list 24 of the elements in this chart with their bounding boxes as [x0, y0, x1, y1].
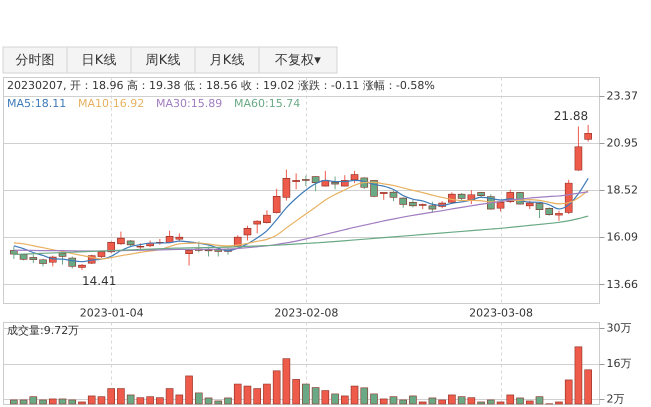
annotation: 14.41	[82, 274, 116, 288]
chart-title: 成交量:9.72万	[7, 324, 80, 337]
x-tick-label: 2023-02-08	[274, 306, 338, 320]
y-tick-label: 16.09	[606, 230, 638, 244]
annotation: 21.88	[554, 108, 588, 123]
y-tick-label: 20.95	[606, 136, 638, 150]
y-tick-label: 16万	[606, 357, 632, 370]
text: 周K线	[146, 53, 180, 68]
y-tick-label: 30万	[606, 322, 632, 335]
x-tick-label: 2023-03-08	[469, 306, 534, 320]
text: 日K线	[82, 53, 116, 68]
y-tick-label: 23.37	[606, 90, 638, 103]
text: 月K线	[210, 53, 244, 68]
text: 不复权▾	[275, 53, 322, 68]
y-tick-label: 13.66	[606, 278, 638, 291]
text: MA30:15.89	[156, 97, 222, 110]
y-tick-label: 2万	[606, 392, 624, 406]
text: MA5:18.11	[7, 97, 66, 110]
annotation: 20230207, 开：18.96 高：19.38 低：18.56 收：19.02 涨跌：-0.11 涨幅：-0.58%	[7, 79, 435, 92]
y-tick-label: 18.52	[606, 184, 638, 197]
text: 分时图	[16, 53, 54, 68]
text: MA60:15.74	[234, 97, 300, 110]
x-tick-label: 2023-01-04	[80, 306, 144, 320]
text: MA10:16.92	[78, 97, 144, 110]
